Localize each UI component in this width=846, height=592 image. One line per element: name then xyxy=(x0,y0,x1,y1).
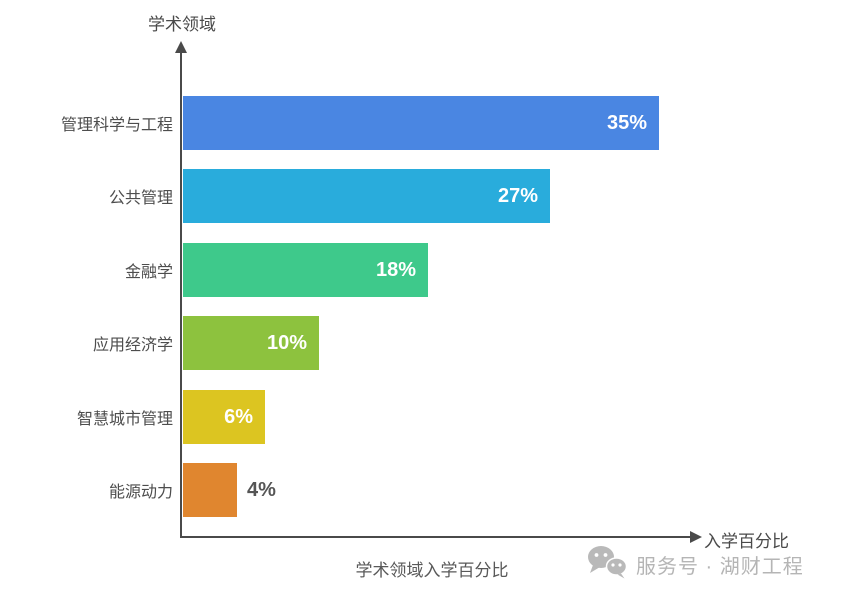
category-label: 智慧城市管理 xyxy=(76,411,173,428)
watermark-text: 服务号 · 湖财工程 xyxy=(636,556,804,578)
bar xyxy=(183,463,237,517)
y-axis-arrow-icon xyxy=(175,41,187,53)
category-label: 能源动力 xyxy=(108,484,173,501)
bar: 27% xyxy=(183,169,550,223)
bar: 6% xyxy=(183,390,265,444)
bar: 35% xyxy=(183,96,659,150)
bar: 10% xyxy=(183,316,319,370)
x-axis xyxy=(180,536,692,538)
y-axis-title: 学术领域 xyxy=(148,15,216,34)
watermark: 服务号 · 湖财工程 xyxy=(586,544,804,585)
category-label: 金融学 xyxy=(124,264,173,281)
wechat-icon xyxy=(586,544,628,585)
category-label: 管理科学与工程 xyxy=(60,117,173,134)
value-label: 10% xyxy=(266,331,307,354)
bar: 18% xyxy=(183,243,428,297)
chart-title: 学术领域入学百分比 xyxy=(355,561,509,580)
value-label: 4% xyxy=(247,478,276,501)
x-axis-arrow-icon xyxy=(690,531,702,543)
value-label: 18% xyxy=(375,258,416,281)
value-label: 35% xyxy=(606,111,647,134)
category-label: 应用经济学 xyxy=(92,337,173,354)
y-axis xyxy=(180,52,182,538)
x-axis-title: 入学百分比 xyxy=(704,532,789,551)
value-label: 27% xyxy=(497,184,538,207)
category-label: 公共管理 xyxy=(108,190,173,207)
value-label: 6% xyxy=(224,405,253,428)
